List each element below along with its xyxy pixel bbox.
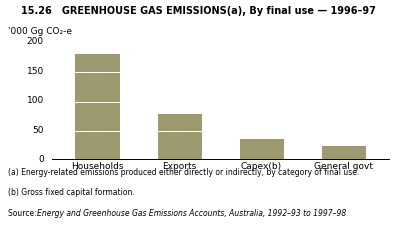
Text: (b) Gross fixed capital formation.: (b) Gross fixed capital formation. — [8, 188, 135, 197]
Bar — [74, 53, 119, 72]
Bar — [321, 145, 366, 159]
Text: 15.26   GREENHOUSE GAS EMISSIONS(a), By final use — 1996–97: 15.26 GREENHOUSE GAS EMISSIONS(a), By fi… — [21, 6, 376, 16]
Bar — [156, 113, 202, 131]
Text: Source:: Source: — [8, 209, 39, 218]
Bar — [239, 138, 284, 159]
Text: Energy and Greenhouse Gas Emissions Accounts, Australia, 1992–93 to 1997–98: Energy and Greenhouse Gas Emissions Acco… — [37, 209, 346, 218]
Text: (a) Energy-related emissions produced either directly or indirectly, by category: (a) Energy-related emissions produced ei… — [8, 168, 359, 177]
Bar — [156, 131, 202, 159]
Text: '000 Gg CO₂-e: '000 Gg CO₂-e — [8, 27, 72, 36]
Bar — [74, 102, 119, 131]
Bar — [74, 72, 119, 102]
Bar — [74, 131, 119, 159]
